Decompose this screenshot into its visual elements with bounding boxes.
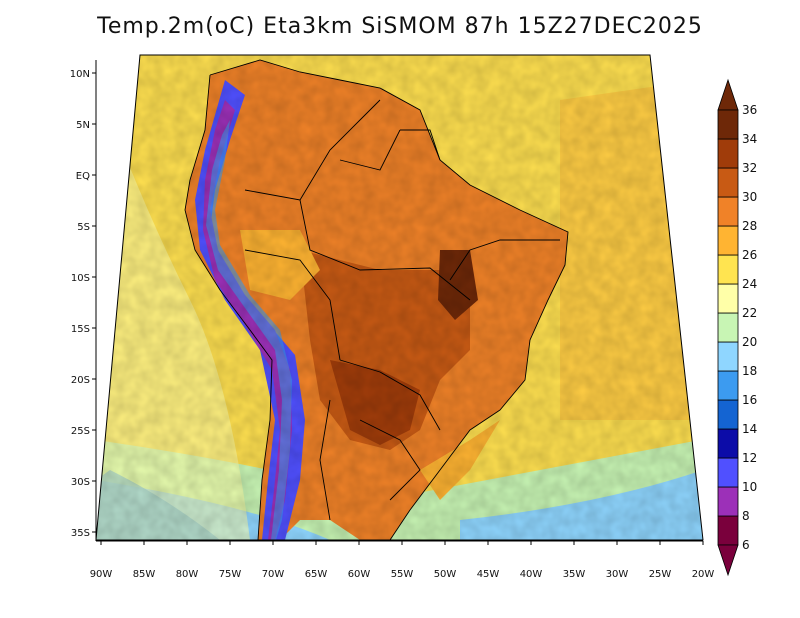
colorbar-bin (717, 283, 739, 314)
colorbar-label: 22 (742, 306, 757, 320)
colorbar-bin (717, 428, 739, 459)
lon-label: 35W (563, 569, 586, 580)
latitude-axis: 10N 5N EQ 5S 10S 15S 20S 25S 30S 35S (70, 69, 96, 539)
lat-label: 5N (76, 120, 90, 131)
colorbar-bin (717, 399, 739, 430)
colorbar-bin (717, 138, 739, 169)
lon-label: 30W (606, 569, 629, 580)
colorbar-label: 34 (742, 132, 757, 146)
lon-label: 65W (305, 569, 328, 580)
lon-label: 45W (477, 569, 500, 580)
colorbar-top-arrow (717, 78, 739, 111)
map-title: Temp.2m(oC) Eta3km SiSMOM 87h 15Z27DEC20… (97, 14, 703, 39)
colorbar-bin (717, 457, 739, 488)
colorbar-label: 14 (742, 422, 757, 436)
lon-label: 60W (348, 569, 371, 580)
lat-label: 10N (70, 69, 90, 80)
lat-label: 20S (71, 375, 90, 386)
lon-label: 25W (649, 569, 672, 580)
lon-label: 20W (692, 569, 715, 580)
colorbar-label: 6 (742, 538, 750, 552)
map-field (96, 55, 703, 540)
field-texture (96, 55, 703, 540)
lat-label: 30S (71, 477, 90, 488)
colorbar-bins (717, 109, 739, 546)
colorbar-label: 32 (742, 161, 757, 175)
colorbar-bin (717, 486, 739, 517)
lon-label: 85W (133, 569, 156, 580)
map-frame (95, 54, 704, 541)
lat-label: 5S (77, 222, 90, 233)
colorbar-label: 8 (742, 509, 750, 523)
colorbar-label: 20 (742, 335, 757, 349)
colorbar-label: 10 (742, 480, 757, 494)
colorbar: 6 8 10 12 14 16 18 20 22 24 26 28 30 32 34 36 (717, 78, 757, 577)
colorbar-bin (717, 225, 739, 256)
colorbar-bin (717, 370, 739, 401)
colorbar-bin (717, 254, 739, 285)
colorbar-bin (717, 312, 739, 343)
lon-label: 90W (90, 569, 113, 580)
lon-label: 80W (176, 569, 199, 580)
lat-label: 15S (71, 324, 90, 335)
colorbar-label: 16 (742, 393, 757, 407)
lat-label: 10S (71, 273, 90, 284)
lat-label: 35S (71, 528, 90, 539)
colorbar-label: 26 (742, 248, 757, 262)
lon-label: 75W (219, 569, 242, 580)
colorbar-bin (717, 196, 739, 227)
lat-label: 25S (71, 426, 90, 437)
lon-label: 40W (520, 569, 543, 580)
lon-label: 55W (391, 569, 414, 580)
colorbar-label: 18 (742, 364, 757, 378)
colorbar-bin (717, 109, 739, 140)
lon-label: 50W (434, 569, 457, 580)
colorbar-label: 30 (742, 190, 757, 204)
lat-label: EQ (76, 171, 90, 182)
country-borders (184, 59, 569, 540)
longitude-axis: 90W 85W 80W 75W 70W 65W 60W 55W 50W 45W … (90, 541, 715, 580)
colorbar-label: 12 (742, 451, 757, 465)
colorbar-bin (717, 341, 739, 372)
colorbar-bin (717, 515, 739, 546)
colorbar-label: 36 (742, 103, 757, 117)
colorbar-bottom-arrow (717, 544, 739, 577)
colorbar-label: 24 (742, 277, 757, 291)
colorbar-bin (717, 167, 739, 198)
lon-label: 70W (262, 569, 285, 580)
colorbar-label: 28 (742, 219, 757, 233)
colorbar-labels: 6 8 10 12 14 16 18 20 22 24 26 28 30 32 34 36 (742, 103, 757, 552)
